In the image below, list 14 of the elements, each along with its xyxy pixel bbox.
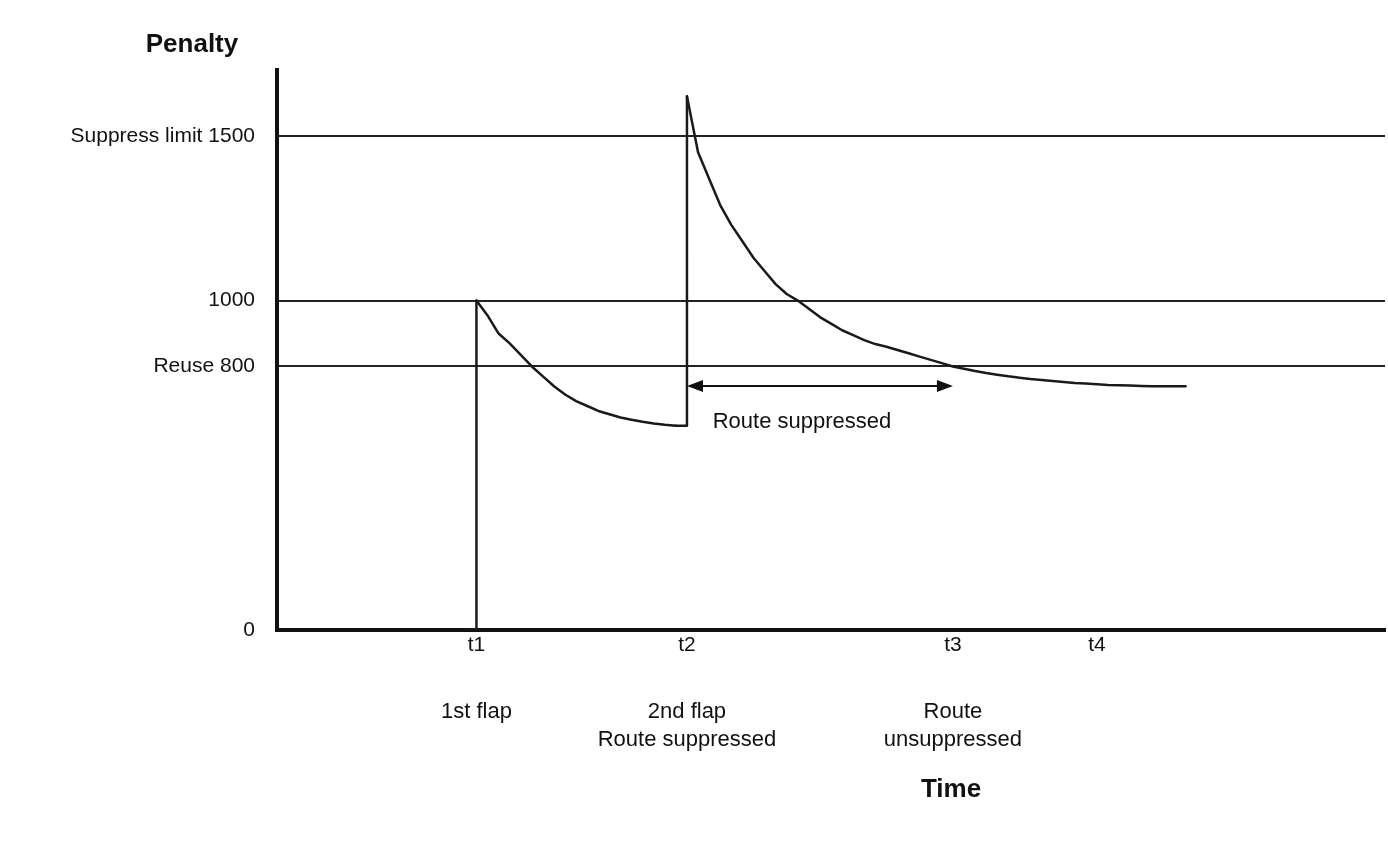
y-tick-label: 0 bbox=[243, 616, 255, 640]
y-axis-title: Penalty bbox=[145, 28, 239, 59]
x-tick-label: t4 bbox=[1088, 632, 1106, 656]
annotation: Route suppressed bbox=[712, 407, 892, 433]
y-tick-label: Reuse 800 bbox=[153, 353, 255, 377]
text: Route unsuppressed bbox=[883, 698, 1022, 752]
text: 2nd flap Route suppressed bbox=[597, 698, 777, 752]
x-tick-label: t2 bbox=[678, 632, 696, 656]
text: 1st flap bbox=[440, 698, 512, 724]
y-tick-label: Suppress limit 1500 bbox=[70, 122, 255, 146]
y-tick-label: 1000 bbox=[208, 287, 255, 311]
x-tick-label: t3 bbox=[944, 632, 962, 656]
x-axis-title: Time bbox=[920, 773, 982, 804]
x-tick-label: t1 bbox=[467, 632, 486, 656]
